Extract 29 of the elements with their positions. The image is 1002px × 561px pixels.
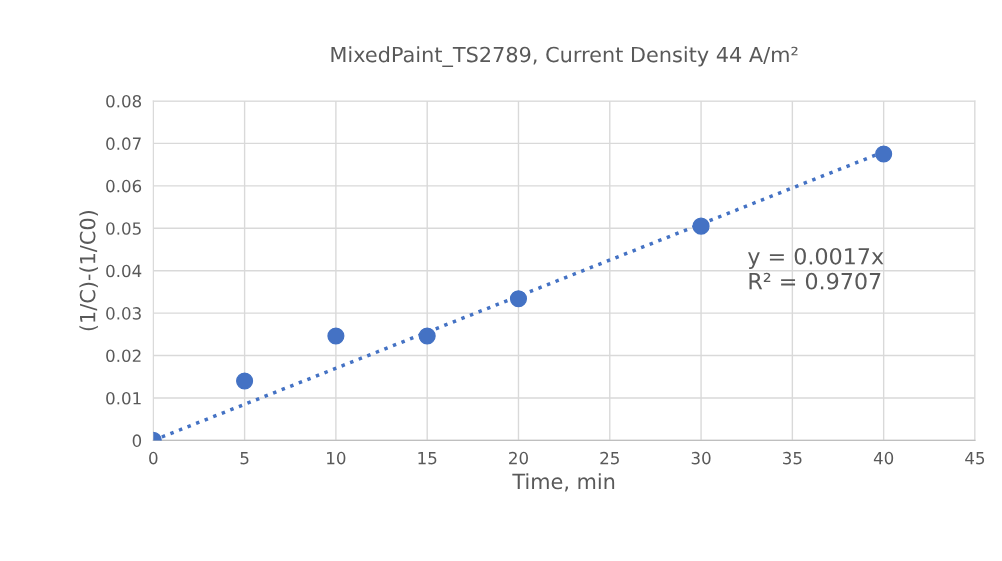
- x-tick-label: 10: [327, 451, 346, 465]
- y-tick-label: 0.06: [106, 179, 142, 193]
- y-tick-label: 0.08: [106, 94, 142, 108]
- y-tick-label: 0.01: [106, 391, 141, 405]
- y-tick-label: 0.04: [106, 264, 142, 278]
- x-tick-label: 15: [418, 452, 437, 465]
- x-tick-label: 45: [965, 452, 985, 465]
- y-axis-title: (1/C)-(1/C0): [79, 211, 98, 331]
- point: [509, 290, 528, 308]
- x-tick-label: 40: [873, 451, 894, 465]
- y-tick-label: 0.05: [106, 222, 141, 235]
- y-tick-label: 0.07: [106, 137, 141, 150]
- x-tick-label: 35: [783, 451, 802, 465]
- y-tick-label: 0: [132, 434, 142, 447]
- point: [875, 145, 893, 163]
- x-axis-title: Time, min: [512, 473, 615, 492]
- chart-title: MixedPaint_TS2789, Current Density 44 A/m²: [331, 46, 798, 67]
- x-tick-label: 20: [509, 451, 528, 465]
- y-tick-label: 0.02: [106, 349, 141, 363]
- point: [327, 327, 345, 345]
- point: [418, 327, 436, 345]
- annotation: y = 0.0017x R² = 0.9707: [748, 247, 884, 290]
- y-tick-label: 0.03: [106, 307, 141, 320]
- x-tick-label: 30: [691, 451, 711, 465]
- x-tick-label: 0: [149, 451, 158, 465]
- point: [692, 217, 710, 235]
- point: [236, 372, 254, 390]
- x-tick-label: 5: [240, 452, 249, 465]
- x-tick-label: 25: [600, 451, 619, 465]
